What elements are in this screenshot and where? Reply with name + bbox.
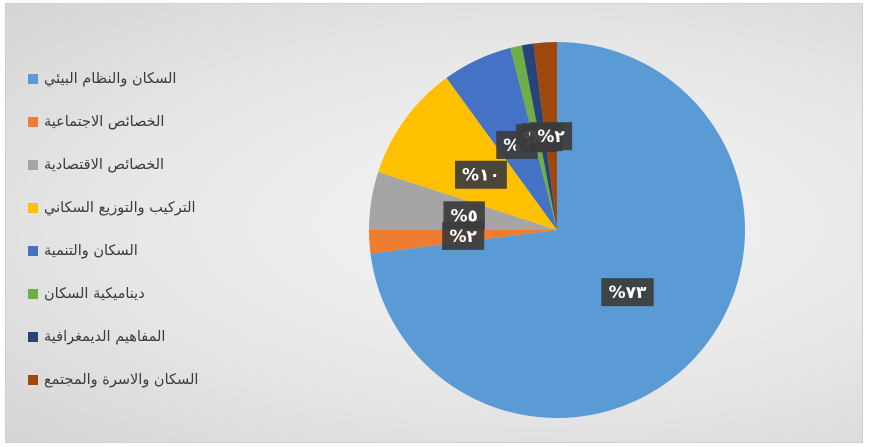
legend-key-3 [28, 159, 38, 170]
legend: السكان والنظام البيئي الخصائص الاجتماعية… [22, 57, 242, 401]
legend-item-2: الخصائص الاجتماعية [22, 100, 242, 143]
data-label-text-4: %١٠ [462, 166, 500, 186]
legend-label-7: المفاهيم الديمغرافية [44, 328, 166, 345]
pie-slice-4 [378, 77, 557, 230]
legend-label-4: التركيب والتوزيع السكاني [44, 199, 196, 216]
legend-key-2 [28, 116, 38, 127]
pie-slice-1 [370, 42, 745, 419]
legend-key-1 [28, 73, 38, 84]
data-label-4: %١٠ [455, 160, 507, 189]
data-label-box-3 [443, 201, 485, 230]
pie-slices [369, 42, 745, 419]
data-label-box-8 [530, 122, 573, 151]
pie-slice-3 [369, 171, 557, 230]
legend-item-7: المفاهيم الديمغرافية [22, 315, 242, 358]
data-label-3: %٥ [443, 201, 485, 230]
legend-label-5: السكان والتنمية [44, 242, 138, 259]
legend-item-5: السكان والتنمية [22, 229, 242, 272]
data-labels: %٧٣%٢%٥%١٠%٦%١%١%٢ [442, 122, 654, 307]
legend-key-8 [28, 374, 38, 385]
legend-item-3: الخصائص الاقتصادية [22, 143, 242, 186]
data-label-box-1 [601, 278, 654, 307]
legend-label-6: ديناميكية السكان [44, 285, 145, 302]
legend-item-6: ديناميكية السكان [22, 272, 242, 315]
data-label-text-2: %٢ [449, 227, 477, 247]
data-label-text-1: %٧٣ [609, 283, 647, 303]
data-label-text-8: %٢ [537, 127, 565, 147]
data-label-text-3: %٥ [450, 206, 477, 226]
legend-item-1: السكان والنظام البيئي [22, 57, 242, 100]
legend-label-1: السكان والنظام البيئي [44, 70, 177, 87]
legend-key-4 [28, 202, 38, 213]
legend-item-4: التركيب والتوزيع السكاني [22, 186, 242, 229]
data-label-box-4 [455, 160, 507, 189]
legend-key-6 [28, 288, 38, 299]
data-label-8: %٢ [530, 122, 573, 151]
legend-item-8: السكان والاسرة والمجتمع [22, 358, 242, 401]
legend-label-8: السكان والاسرة والمجتمع [44, 371, 199, 388]
legend-label-3: الخصائص الاقتصادية [44, 156, 165, 173]
legend-key-5 [28, 245, 38, 256]
legend-label-2: الخصائص الاجتماعية [44, 113, 165, 130]
legend-key-7 [28, 331, 38, 342]
data-label-1: %٧٣ [601, 278, 654, 307]
